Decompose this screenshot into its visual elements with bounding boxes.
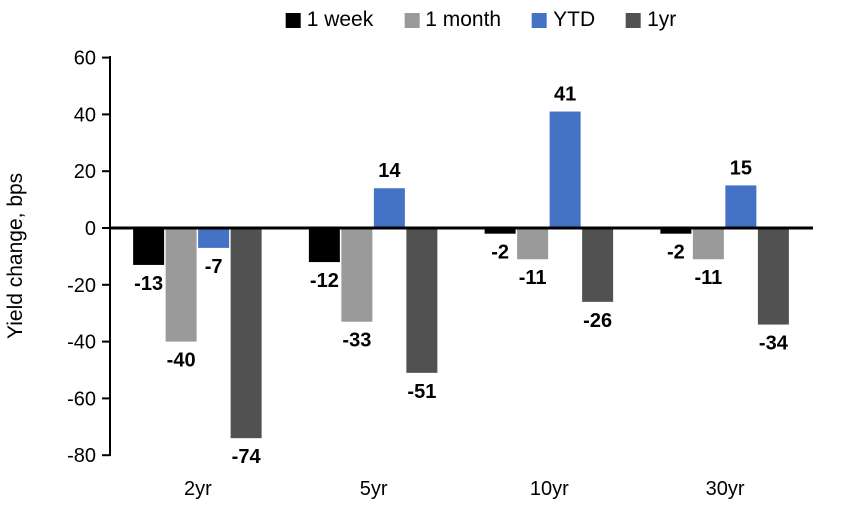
legend-swatch-icon [626, 12, 642, 28]
y-tick-label: 60 [74, 48, 96, 70]
x-category-label: 2yr [184, 478, 212, 500]
legend-item-ytd: YTD [532, 8, 595, 32]
legend: 1 week 1 month YTD 1yr [285, 8, 676, 32]
legend-item-1yr: 1yr [626, 8, 676, 32]
bar-1-month-2yr [165, 228, 197, 342]
bar-value-label: -33 [342, 330, 371, 352]
y-tick-label: 20 [74, 161, 96, 183]
bar-ytd-5yr [373, 188, 405, 228]
bar-value-label: -2 [667, 242, 685, 264]
legend-label: YTD [553, 8, 596, 31]
y-tick-label: -80 [67, 445, 96, 467]
bar-1-month-30yr [692, 228, 724, 260]
bar-value-label: 41 [554, 84, 576, 106]
bar-value-label: -26 [583, 310, 612, 332]
bar-1-week-5yr [308, 228, 340, 263]
bar-value-label: -34 [759, 333, 789, 355]
x-category-label: 30yr [706, 478, 745, 500]
y-tick-label: -20 [67, 275, 96, 297]
legend-swatch-icon [532, 12, 548, 28]
bar-1-week-30yr [660, 228, 692, 234]
legend-label: 1 week [306, 8, 374, 31]
bar-1yr-10yr [582, 228, 614, 302]
bar-value-label: -11 [519, 267, 547, 289]
legend-swatch-icon [404, 12, 420, 28]
bar-value-label: -40 [167, 350, 196, 372]
bar-1-week-2yr [133, 228, 165, 265]
bar-value-label: 15 [730, 157, 752, 179]
legend-label: 1 month [425, 8, 502, 31]
bar-value-label: -11 [694, 267, 722, 289]
bar-value-label: 14 [378, 160, 401, 182]
legend-item-1-month: 1 month [404, 8, 501, 32]
bar-ytd-10yr [549, 111, 581, 228]
bar-ytd-30yr [725, 185, 757, 228]
bar-value-label: -2 [491, 242, 509, 264]
legend-swatch-icon [285, 12, 301, 28]
x-category-label: 10yr [530, 478, 569, 500]
bar-1yr-30yr [757, 228, 789, 325]
bar-value-label: -12 [310, 270, 339, 292]
bar-value-label: -7 [205, 256, 223, 278]
bar-ytd-2yr [198, 228, 230, 248]
bar-1-week-10yr [484, 228, 516, 234]
bar-value-label: -13 [134, 273, 163, 295]
bar-value-label: -74 [232, 446, 262, 468]
bar-value-label: -51 [407, 381, 436, 403]
x-category-label: 5yr [360, 478, 388, 500]
legend-item-1-week: 1 week [285, 8, 374, 32]
bar-1-month-5yr [341, 228, 373, 322]
bar-1yr-5yr [406, 228, 438, 373]
legend-label: 1yr [647, 8, 677, 31]
y-tick-label: 40 [74, 104, 96, 126]
y-tick-label: -60 [67, 388, 96, 410]
y-tick-label: -40 [67, 332, 96, 354]
y-tick-label: 0 [85, 218, 96, 240]
bar-1-month-10yr [517, 228, 549, 260]
bar-1yr-2yr [230, 228, 262, 439]
